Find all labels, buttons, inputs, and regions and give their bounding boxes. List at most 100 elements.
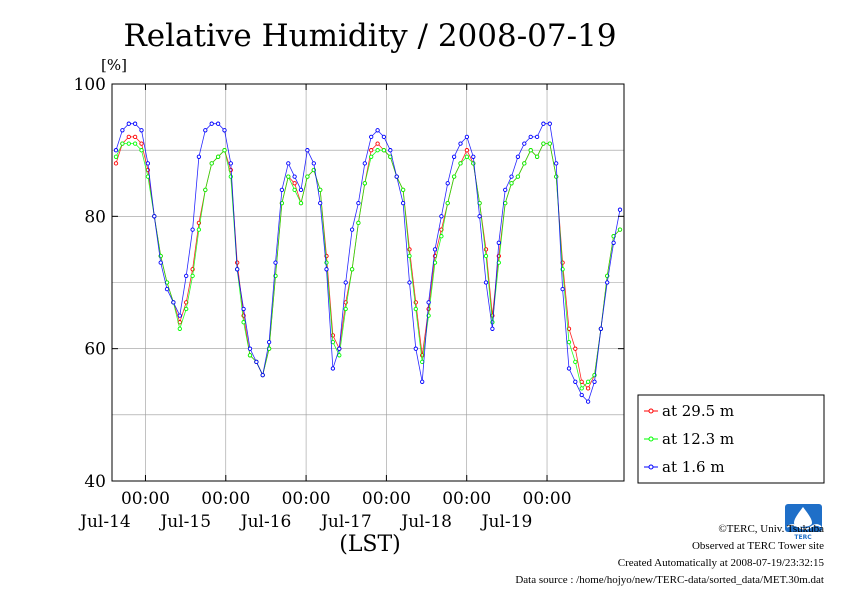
x-axis-label: (LST) bbox=[339, 532, 401, 557]
credit-copyright: ©TERC, Univ. Tsukuba bbox=[718, 523, 824, 535]
data-point bbox=[445, 181, 450, 186]
data-point bbox=[298, 187, 304, 193]
data-point bbox=[228, 161, 233, 166]
terc-logo: TERC bbox=[785, 504, 822, 541]
data-point bbox=[286, 161, 291, 166]
data-point bbox=[573, 346, 578, 351]
data-point bbox=[330, 333, 336, 338]
x-tick-time: 00:00 bbox=[442, 489, 491, 509]
data-point bbox=[337, 346, 342, 351]
x-tick-time: 00:00 bbox=[282, 489, 331, 509]
data-point bbox=[369, 148, 374, 153]
plot-frame bbox=[111, 83, 625, 482]
x-tick-date: Jul-16 bbox=[239, 512, 292, 532]
data-point bbox=[349, 227, 355, 232]
x-tick-time: 00:00 bbox=[121, 489, 170, 509]
data-point bbox=[369, 134, 374, 140]
data-point bbox=[509, 181, 514, 186]
data-point bbox=[222, 128, 227, 133]
data-point bbox=[132, 121, 138, 126]
data-point bbox=[477, 214, 482, 219]
data-point bbox=[203, 187, 208, 193]
data-point bbox=[547, 121, 552, 126]
data-point bbox=[534, 154, 540, 159]
data-point bbox=[471, 154, 476, 159]
data-point bbox=[490, 326, 495, 331]
data-point bbox=[305, 148, 310, 153]
data-point bbox=[113, 154, 119, 159]
data-point bbox=[260, 372, 265, 378]
credit-created: Created Automatically at 2008-07-19/23:3… bbox=[618, 557, 825, 569]
data-point bbox=[464, 154, 470, 159]
data-point bbox=[139, 148, 144, 153]
data-point bbox=[120, 141, 125, 146]
data-point bbox=[241, 320, 246, 325]
data-point bbox=[400, 200, 406, 206]
data-point bbox=[209, 121, 214, 126]
legend-label: at 12.3 m bbox=[662, 430, 734, 448]
data-point bbox=[400, 187, 406, 193]
data-point bbox=[585, 386, 591, 391]
data-point bbox=[503, 187, 508, 193]
data-point bbox=[203, 128, 208, 133]
series-layer bbox=[113, 121, 623, 404]
data-point bbox=[177, 326, 182, 331]
data-point bbox=[190, 273, 195, 279]
data-point bbox=[464, 134, 470, 140]
data-point bbox=[311, 161, 316, 166]
data-point bbox=[394, 174, 399, 179]
data-point bbox=[566, 366, 572, 371]
x-tick-date: Jul-18 bbox=[399, 512, 452, 532]
legend-marker bbox=[648, 464, 654, 470]
data-point bbox=[254, 359, 259, 365]
data-point bbox=[420, 379, 425, 384]
data-point bbox=[184, 306, 189, 312]
data-point bbox=[547, 141, 552, 146]
data-point bbox=[222, 148, 227, 153]
data-point bbox=[190, 227, 195, 232]
y-tick-label: 100 bbox=[74, 75, 106, 95]
data-point bbox=[515, 174, 521, 179]
data-point bbox=[534, 134, 540, 140]
data-point bbox=[458, 141, 463, 146]
data-point bbox=[554, 161, 559, 166]
data-point bbox=[445, 200, 450, 206]
data-point bbox=[605, 280, 610, 285]
data-point bbox=[522, 161, 527, 166]
legend-label: at 1.6 m bbox=[662, 458, 725, 476]
data-point bbox=[196, 227, 202, 232]
data-point bbox=[611, 240, 616, 245]
data-point bbox=[388, 148, 393, 153]
data-point bbox=[292, 187, 297, 193]
data-point bbox=[126, 121, 131, 126]
legend: at 29.5 m at 12.3 m at 1.6 m bbox=[637, 394, 825, 484]
data-point bbox=[432, 247, 438, 252]
data-point bbox=[139, 128, 144, 133]
data-point bbox=[375, 128, 380, 133]
data-point bbox=[598, 326, 604, 331]
data-point bbox=[369, 154, 374, 159]
x-tick-time: 00:00 bbox=[201, 489, 250, 509]
data-point bbox=[343, 280, 348, 285]
credit-site: Observed at TERC Tower site bbox=[692, 540, 824, 552]
data-point bbox=[509, 174, 514, 179]
data-point bbox=[273, 260, 278, 265]
y-axis-unit: [%] bbox=[101, 56, 127, 74]
data-point bbox=[566, 339, 572, 345]
x-tick-date: Jul-14 bbox=[78, 512, 131, 532]
legend-marker bbox=[648, 408, 654, 414]
data-point bbox=[145, 161, 151, 166]
data-point bbox=[413, 306, 418, 312]
data-point bbox=[318, 200, 323, 206]
data-point bbox=[171, 300, 176, 305]
data-point bbox=[132, 141, 138, 146]
data-point bbox=[356, 220, 361, 226]
data-point bbox=[330, 366, 336, 371]
wave-icon bbox=[786, 524, 822, 530]
data-point bbox=[126, 134, 131, 140]
data-point bbox=[515, 154, 521, 159]
data-point bbox=[617, 227, 623, 232]
legend-marker bbox=[648, 436, 654, 442]
data-point bbox=[528, 148, 533, 153]
